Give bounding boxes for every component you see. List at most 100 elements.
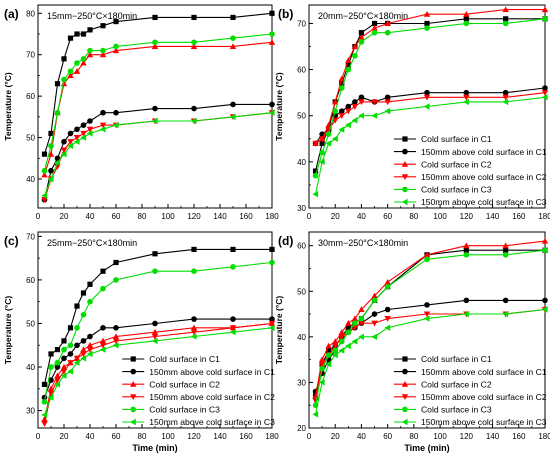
data-point [325,352,332,358]
legend-item: 150mm above cold surface in C3 [393,417,547,427]
legend-label: 150mm above cold surface in C2 [149,392,275,402]
data-point [48,167,54,174]
chart-panel: 0 20 40 60 80 100 120 140 160 180 30 40 50 60 70 Temper… [274,4,550,221]
x-tick-label: 120 [460,212,474,221]
series-above-C3 [312,94,548,198]
data-point [190,117,197,125]
data-point [541,94,548,101]
data-point [54,81,61,87]
data-point [352,99,358,105]
legend-item: Cold surface in C1 [393,354,492,364]
data-point [345,108,352,115]
data-point [230,35,236,41]
data-point [463,94,470,101]
panel-label: (c) [4,234,19,248]
data-point [371,297,378,304]
data-point [423,311,431,318]
chart-panel: 0 20 40 60 80 100 120 140 160 1802030405060Temper… [274,231,550,453]
legend-label: Cold surface in C3 [421,405,492,415]
data-point [338,85,345,91]
data-point [358,320,365,327]
data-point [67,351,74,357]
data-point [541,90,549,96]
data-point [67,35,74,41]
x-tick-label: 20 [331,432,340,441]
data-point [67,342,74,349]
data-point [345,342,351,350]
data-point [151,43,159,49]
data-point [345,62,351,68]
x-tick-label: 140 [213,212,227,221]
y-tick-label: 50 [297,112,306,121]
data-point [269,10,275,16]
series-line [315,18,546,176]
data-point [332,117,339,124]
data-point [269,31,275,37]
data-point [338,329,345,335]
data-point [100,109,106,116]
x-tick-label: 80 [409,432,418,441]
legend-label: 150mm above cold surface in C1 [149,367,275,377]
legend-label: 150mm above cold surface in C1 [421,147,547,157]
legend-label: 150mm above cold surface in C3 [421,417,547,427]
data-point [424,25,430,31]
data-point [351,43,359,50]
data-point [384,20,391,27]
y-tick-label: 30 [297,378,306,387]
legend-swatch-marker [401,394,409,400]
data-point [73,359,80,366]
data-point [190,333,197,340]
x-tick-label: 100 [433,212,447,221]
x-tick-label: 180 [265,432,279,441]
data-point [352,320,358,326]
legend-item: Cold surface in C3 [393,185,492,195]
data-point [345,329,352,336]
data-point [542,85,548,91]
data-point [99,337,107,344]
x-tick-label: 100 [433,432,447,441]
y-tick-label: 40 [297,333,306,342]
data-point [191,105,197,112]
data-point [463,297,470,304]
data-point [502,6,509,13]
legend-swatch-marker [130,406,137,413]
legend-swatch-marker [401,198,408,206]
panel-label: (a) [4,7,19,21]
data-point [424,20,430,27]
data-point [54,359,61,366]
data-point [54,377,61,384]
panel-label: (b) [278,7,293,21]
legend-swatch-marker [130,381,137,387]
legend-label: Cold surface in C1 [149,354,220,364]
data-point [86,342,94,348]
legend-item: Cold surface in C1 [122,354,220,364]
data-point [151,333,159,340]
data-point [80,56,87,62]
data-point [80,130,87,137]
data-point [60,150,67,158]
x-tick-label: 80 [409,212,418,221]
data-point [371,20,378,27]
x-tick-label: 120 [460,432,474,441]
data-point [312,411,319,418]
legend-swatch-marker [402,356,408,362]
data-point [424,89,430,96]
legend-item: 150mm above cold surface in C2 [393,392,547,402]
series-cold-C2 [41,320,276,422]
x-tick-label: 140 [213,432,227,441]
series-above-C2 [41,320,276,427]
y-tick-label: 70 [26,232,35,241]
data-point [54,381,61,388]
data-point [384,316,391,322]
data-point [47,150,55,157]
series-cold-C3 [41,31,275,174]
legend-label: Cold surface in C3 [149,405,220,415]
data-point [358,306,365,313]
series-cold-C3 [312,247,548,409]
panel-title: 30mm−250°C×180min [318,238,408,248]
series-cold-C2 [312,237,549,399]
data-point [99,126,106,133]
x-tick-label: 20 [60,212,69,221]
y-tick-label: 60 [26,276,35,285]
data-point [371,29,378,36]
